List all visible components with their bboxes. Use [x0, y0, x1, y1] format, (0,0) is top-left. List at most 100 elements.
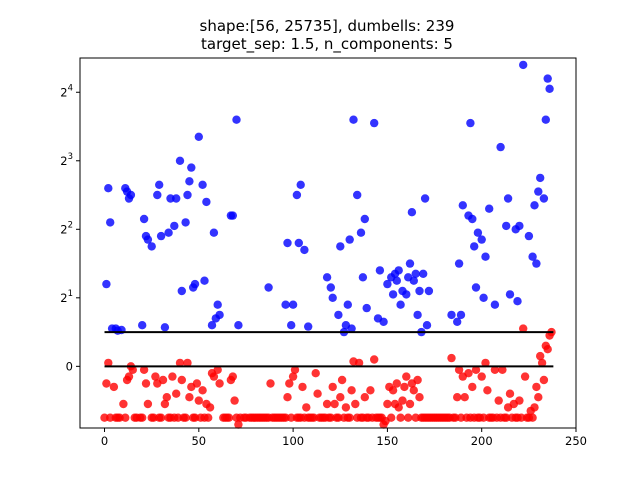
y-tick-label-2: 22: [60, 220, 73, 236]
data-point-s1-19: [141, 379, 151, 388]
data-point-s0-93: [420, 194, 430, 203]
data-point-s1-29: [162, 393, 171, 402]
data-point-s0-51: [294, 238, 303, 248]
data-point-s1-147: [392, 379, 401, 388]
data-point-s1-62: [228, 372, 237, 381]
data-point-s1-145: [388, 386, 398, 395]
x-tick-label-5: 250: [565, 434, 587, 448]
data-point-s0-2: [106, 218, 115, 227]
data-point-s0-46: [281, 300, 290, 309]
data-point-s1-203: [498, 365, 507, 374]
data-point-s0-88: [411, 269, 420, 278]
data-point-s0-99: [456, 310, 466, 320]
data-point-s0-83: [402, 290, 411, 299]
data-point-s0-24: [175, 156, 185, 165]
data-point-s1-118: [337, 375, 347, 385]
data-point-s1-194: [481, 358, 490, 368]
data-point-s1-51: [204, 413, 213, 422]
data-point-s0-67: [356, 228, 366, 237]
data-point-s0-102: [466, 118, 475, 128]
data-point-s0-86: [407, 208, 417, 217]
data-point-s1-110: [322, 399, 332, 409]
data-point-s0-66: [353, 190, 362, 200]
data-point-s1-54: [209, 372, 219, 381]
data-point-s0-56: [326, 283, 335, 292]
data-point-s0-75: [383, 279, 392, 289]
data-point-s0-90: [415, 286, 424, 296]
data-point-s1-92: [288, 372, 298, 381]
data-point-s1-97: [298, 382, 307, 392]
data-point-s0-1: [104, 184, 113, 193]
data-point-s1-39: [181, 413, 190, 422]
data-point-s1-152: [402, 372, 411, 381]
data-point-s0-109: [481, 252, 490, 261]
data-point-s1-113: [328, 382, 337, 392]
data-point-s0-110: [485, 204, 494, 213]
data-point-s0-128: [543, 74, 552, 83]
data-point-s0-36: [207, 321, 217, 330]
data-point-s0-11: [138, 321, 147, 330]
data-point-s0-20: [164, 228, 173, 237]
data-point-s1-180: [454, 365, 464, 374]
data-point-s1-151: [400, 382, 409, 392]
data-point-s0-117: [513, 297, 522, 306]
data-point-s1-17: [138, 413, 147, 422]
x-tick-label-2: 100: [282, 434, 304, 448]
data-point-s1-90: [285, 379, 294, 388]
data-point-s0-73: [375, 266, 385, 275]
data-point-s0-37: [209, 228, 219, 237]
data-point-s1-212: [515, 396, 524, 405]
data-point-s0-55: [322, 273, 332, 282]
data-point-s0-119: [519, 60, 528, 70]
data-point-s1-105: [313, 389, 322, 398]
data-point-s0-106: [473, 228, 483, 237]
data-point-s0-97: [453, 317, 462, 326]
data-point-s1-80: [266, 379, 275, 388]
data-point-s0-12: [139, 214, 149, 224]
data-point-s0-123: [532, 259, 541, 268]
data-point-s0-126: [539, 194, 549, 203]
data-point-s0-74: [379, 317, 388, 326]
data-point-s1-27: [158, 375, 168, 385]
data-point-s0-49: [288, 300, 298, 309]
data-point-s0-115: [505, 290, 515, 299]
chart-title-line-2: target_sep: 1.5, n_components: 5: [201, 35, 453, 54]
data-point-s1-48: [198, 386, 207, 395]
data-point-s0-14: [143, 235, 153, 244]
data-point-s0-34: [200, 276, 209, 285]
data-point-s1-37: [177, 375, 186, 385]
data-point-s0-0: [102, 279, 111, 289]
data-point-s0-35: [202, 197, 211, 207]
data-point-s1-114: [330, 399, 339, 409]
data-point-s1-41: [185, 393, 194, 402]
data-point-s1-46: [194, 396, 203, 405]
data-point-s1-142: [383, 399, 392, 409]
data-point-s1-93: [290, 365, 300, 374]
data-point-s1-214: [519, 324, 528, 333]
data-point-s0-25: [177, 286, 186, 296]
data-point-s0-104: [470, 242, 479, 251]
data-point-s1-1: [102, 379, 111, 388]
data-point-s0-39: [213, 300, 222, 309]
data-point-s0-50: [292, 190, 302, 200]
data-point-s1-153: [404, 413, 413, 422]
data-point-s1-127: [354, 358, 364, 368]
reference-lines: [104, 331, 554, 368]
y-tick-label-0: 0: [66, 359, 73, 373]
data-point-s0-71: [370, 118, 379, 128]
data-point-s1-144: [387, 413, 396, 422]
data-point-s0-108: [479, 293, 488, 302]
data-point-s0-17: [155, 180, 164, 189]
data-point-s1-183: [460, 393, 469, 402]
data-point-s0-53: [300, 245, 309, 255]
data-point-s0-129: [545, 84, 554, 94]
data-point-s0-65: [349, 115, 358, 124]
data-point-s1-45: [192, 379, 202, 388]
data-point-s0-10: [126, 190, 136, 200]
data-point-s0-127: [541, 115, 550, 124]
data-point-s1-176: [447, 353, 456, 363]
data-point-s0-57: [328, 293, 337, 302]
data-point-s0-80: [394, 266, 403, 275]
chart-title-line-1: shape:[56, 25735], dumbells: 239: [200, 17, 455, 35]
